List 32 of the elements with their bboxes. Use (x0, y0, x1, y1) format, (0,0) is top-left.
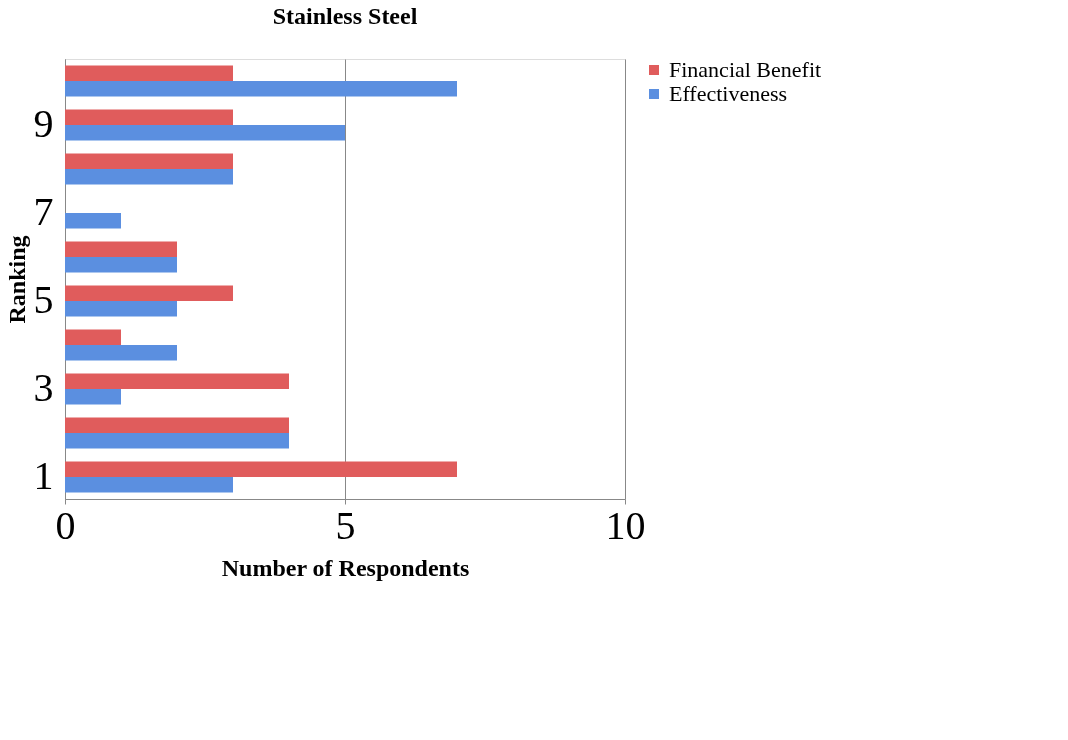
bar (65, 329, 121, 345)
bar (65, 461, 457, 477)
bar (65, 417, 289, 433)
y-axis-title: Ranking (3, 235, 30, 324)
x-axis-title: Number of Respondents (221, 554, 470, 581)
legend-label: Effectiveness (669, 81, 788, 106)
bar (65, 125, 345, 141)
x-tick-label: 5 (335, 502, 356, 548)
legend-label: Financial Benefit (669, 57, 822, 82)
bar (65, 109, 233, 125)
x-tick-label: 0 (55, 502, 76, 548)
y-tick-label: 9 (33, 101, 54, 146)
bar (65, 65, 233, 81)
y-tick-label: 1 (33, 453, 54, 498)
bar (65, 389, 121, 405)
bar (65, 241, 177, 257)
bar (65, 153, 233, 169)
bar (65, 433, 289, 449)
bar (65, 81, 457, 97)
bar (65, 285, 233, 301)
bar (65, 373, 289, 389)
bar (65, 345, 177, 361)
chart-title: Stainless Steel (272, 3, 418, 29)
bar (65, 257, 177, 273)
y-tick-label: 7 (33, 189, 54, 234)
bar (65, 213, 121, 229)
bar (65, 477, 233, 493)
bar (65, 301, 177, 317)
x-tick-label: 10 (605, 502, 646, 548)
bar (65, 169, 233, 185)
y-tick-label: 5 (33, 277, 54, 322)
y-tick-label: 3 (33, 365, 54, 410)
